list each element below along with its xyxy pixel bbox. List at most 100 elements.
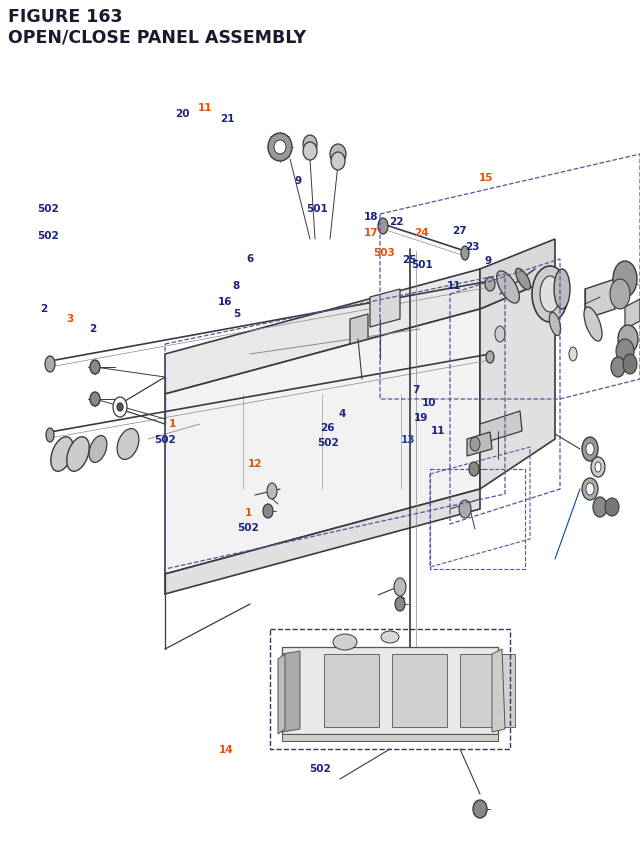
Ellipse shape [331, 152, 345, 170]
Ellipse shape [497, 271, 519, 304]
Text: 502: 502 [37, 231, 59, 241]
Polygon shape [282, 651, 300, 732]
Ellipse shape [46, 429, 54, 443]
Text: 17: 17 [364, 227, 378, 238]
Text: 22: 22 [390, 216, 404, 226]
Polygon shape [350, 314, 368, 344]
Ellipse shape [459, 500, 471, 518]
Ellipse shape [584, 307, 602, 342]
Text: 11: 11 [198, 102, 212, 113]
Ellipse shape [51, 437, 73, 472]
Text: 24: 24 [414, 227, 428, 238]
Text: 26: 26 [321, 423, 335, 433]
Text: 503: 503 [373, 248, 395, 258]
Polygon shape [467, 432, 492, 456]
Text: 16: 16 [218, 296, 232, 307]
Polygon shape [278, 654, 285, 734]
Ellipse shape [67, 437, 89, 472]
Text: 14: 14 [219, 744, 233, 754]
Ellipse shape [582, 437, 598, 461]
Ellipse shape [394, 579, 406, 597]
Polygon shape [324, 654, 379, 728]
Polygon shape [282, 734, 498, 741]
Polygon shape [282, 647, 498, 734]
Ellipse shape [395, 598, 405, 611]
Ellipse shape [485, 278, 495, 292]
Polygon shape [165, 310, 480, 574]
Text: 502: 502 [317, 437, 339, 448]
Text: 18: 18 [364, 212, 378, 222]
Text: 20: 20 [175, 108, 189, 119]
Text: 10: 10 [422, 397, 436, 407]
Polygon shape [585, 280, 615, 319]
Text: 9: 9 [294, 176, 301, 186]
Ellipse shape [613, 262, 637, 298]
Ellipse shape [333, 635, 357, 650]
Text: 5: 5 [233, 308, 241, 319]
Text: 502: 502 [37, 204, 59, 214]
Ellipse shape [117, 429, 139, 460]
Ellipse shape [303, 136, 317, 154]
Text: 2: 2 [89, 324, 97, 334]
Ellipse shape [593, 498, 607, 517]
Polygon shape [492, 649, 505, 732]
Ellipse shape [591, 457, 605, 478]
Ellipse shape [623, 355, 637, 375]
Ellipse shape [90, 361, 100, 375]
Text: 11: 11 [431, 425, 445, 436]
Text: 2: 2 [40, 303, 47, 313]
Polygon shape [480, 239, 555, 310]
Text: 501: 501 [412, 260, 433, 270]
Ellipse shape [569, 348, 577, 362]
Text: 19: 19 [414, 412, 428, 423]
Text: 502: 502 [237, 522, 259, 532]
Text: OPEN/CLOSE PANEL ASSEMBLY: OPEN/CLOSE PANEL ASSEMBLY [8, 28, 306, 46]
Ellipse shape [90, 393, 100, 406]
Ellipse shape [381, 631, 399, 643]
Polygon shape [392, 654, 447, 728]
Polygon shape [480, 278, 555, 489]
Ellipse shape [113, 398, 127, 418]
Ellipse shape [595, 462, 601, 473]
Ellipse shape [486, 351, 494, 363]
Ellipse shape [532, 267, 568, 323]
Ellipse shape [618, 325, 638, 354]
Text: 23: 23 [465, 242, 479, 252]
Ellipse shape [330, 145, 346, 164]
Ellipse shape [610, 280, 630, 310]
Ellipse shape [461, 247, 469, 261]
Polygon shape [460, 654, 515, 728]
Ellipse shape [616, 339, 634, 363]
Text: 1: 1 [244, 507, 252, 517]
Ellipse shape [89, 436, 107, 463]
Polygon shape [480, 412, 522, 444]
Text: FIGURE 163: FIGURE 163 [8, 8, 122, 26]
Text: 13: 13 [401, 434, 415, 444]
Text: 7: 7 [412, 384, 420, 394]
Ellipse shape [611, 357, 625, 378]
Ellipse shape [582, 479, 598, 500]
Ellipse shape [586, 483, 594, 495]
Bar [430, 469, 525, 569]
Polygon shape [165, 269, 480, 394]
Ellipse shape [117, 404, 123, 412]
Text: 25: 25 [403, 255, 417, 265]
Text: 12: 12 [248, 458, 262, 468]
Text: 8: 8 [232, 281, 239, 291]
Ellipse shape [378, 219, 388, 235]
Ellipse shape [274, 141, 286, 155]
Polygon shape [625, 300, 640, 330]
Text: 6: 6 [246, 253, 253, 263]
Ellipse shape [605, 499, 619, 517]
Ellipse shape [267, 483, 277, 499]
Text: 15: 15 [479, 173, 493, 183]
Polygon shape [165, 489, 480, 594]
Text: 4: 4 [339, 408, 346, 418]
Ellipse shape [268, 133, 292, 162]
Text: 9: 9 [484, 256, 492, 266]
Text: 502: 502 [154, 434, 176, 444]
Ellipse shape [540, 276, 560, 313]
Text: 21: 21 [220, 114, 234, 124]
Ellipse shape [45, 356, 55, 373]
Text: 3: 3 [67, 313, 74, 324]
